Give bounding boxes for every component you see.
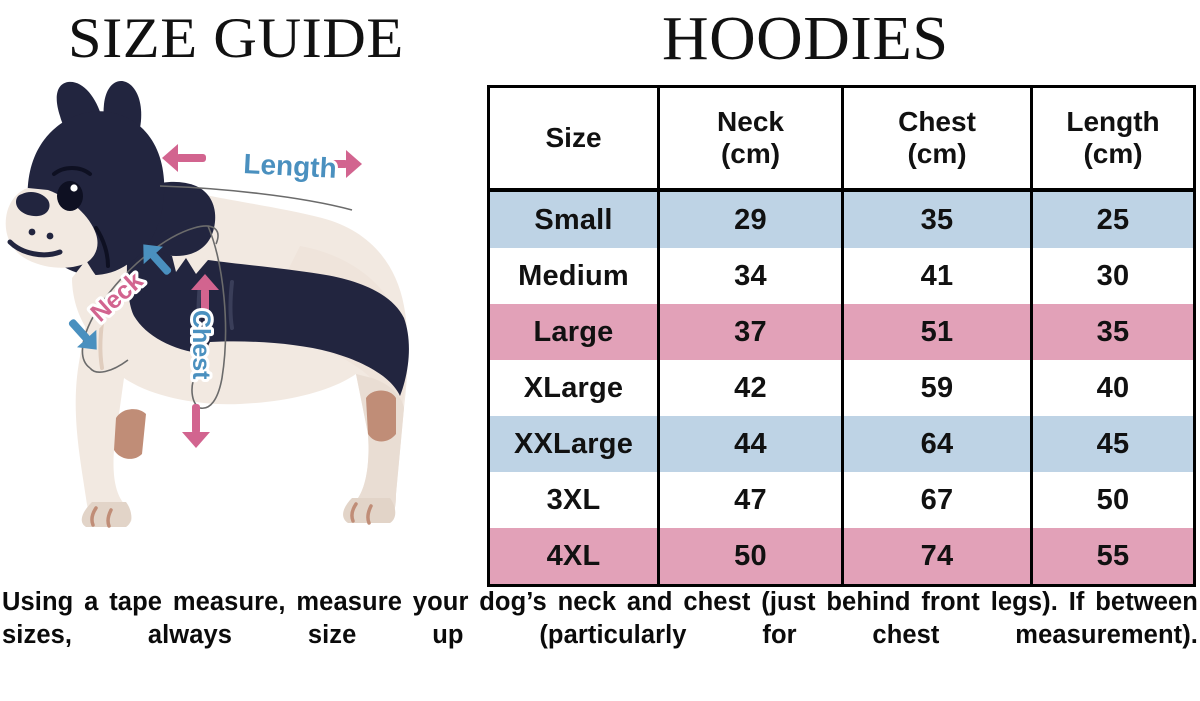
cell-neck: 44 [657, 416, 844, 472]
table-row: XLarge 42 59 40 [487, 360, 1196, 416]
table-header-row: Size Neck (cm) Chest (cm) Length (cm) [487, 85, 1196, 192]
cell-size: XXLarge [487, 416, 660, 472]
column-header-length-line1: Length [1066, 106, 1160, 138]
cell-length: 50 [1030, 472, 1196, 528]
dog-leg-markings [114, 390, 396, 459]
cell-neck: 47 [657, 472, 844, 528]
cell-chest: 59 [841, 360, 1033, 416]
neck-measure-arrows [68, 244, 172, 350]
table-row: XXLarge 44 64 45 [487, 416, 1196, 472]
cell-chest: 35 [841, 190, 1033, 248]
cell-neck: 34 [657, 248, 844, 304]
cell-size: XLarge [487, 360, 660, 416]
column-header-length: Length (cm) [1030, 85, 1196, 192]
dog-measurement-illustration: Length Neck Chest [0, 78, 480, 578]
cell-length: 45 [1030, 416, 1196, 472]
cell-neck: 42 [657, 360, 844, 416]
cell-chest: 67 [841, 472, 1033, 528]
measurement-arrows [162, 144, 362, 448]
dog-paws [81, 498, 396, 527]
label-chest: Chest [187, 310, 215, 380]
cell-chest: 74 [841, 528, 1033, 587]
column-header-length-line2: (cm) [1083, 138, 1143, 169]
dog-paw-toe-lines [90, 502, 373, 528]
cell-size: Small [487, 190, 660, 248]
page-title-hoodies: HOODIES [662, 5, 949, 73]
cell-length: 35 [1030, 304, 1196, 360]
column-header-size-line1: Size [545, 122, 602, 154]
cell-size: Medium [487, 248, 660, 304]
column-header-chest-line1: Chest [898, 106, 976, 138]
measuring-instructions: Using a tape measure, measure your dog’s… [2, 588, 1198, 650]
cell-length: 30 [1030, 248, 1196, 304]
size-chart-table: Size Neck (cm) Chest (cm) Length (cm) Sm… [487, 85, 1196, 587]
table-row: 3XL 47 67 50 [487, 472, 1196, 528]
cell-size: 4XL [487, 528, 660, 587]
cell-neck: 50 [657, 528, 844, 587]
cell-chest: 64 [841, 416, 1033, 472]
cell-neck: 29 [657, 190, 844, 248]
cell-chest: 41 [841, 248, 1033, 304]
label-length: Length [243, 148, 338, 184]
cell-size: 3XL [487, 472, 660, 528]
table-row: 4XL 50 74 55 [487, 528, 1196, 587]
cell-neck: 37 [657, 304, 844, 360]
dog-head [5, 80, 165, 336]
column-header-neck: Neck (cm) [657, 85, 844, 192]
cell-length: 55 [1030, 528, 1196, 587]
column-header-size: Size [487, 85, 660, 192]
column-header-neck-line2: (cm) [720, 138, 781, 169]
table-row: Small 29 35 25 [487, 190, 1196, 248]
column-header-neck-line1: Neck [717, 106, 784, 138]
table-row: Large 37 51 35 [487, 304, 1196, 360]
column-header-chest-line2: (cm) [907, 138, 967, 169]
cell-size: Large [487, 304, 660, 360]
column-header-chest: Chest (cm) [841, 85, 1033, 192]
table-row: Medium 34 41 30 [487, 248, 1196, 304]
cell-chest: 51 [841, 304, 1033, 360]
cell-length: 40 [1030, 360, 1196, 416]
cell-length: 25 [1030, 190, 1196, 248]
page-title-size-guide: SIZE GUIDE [68, 7, 404, 70]
